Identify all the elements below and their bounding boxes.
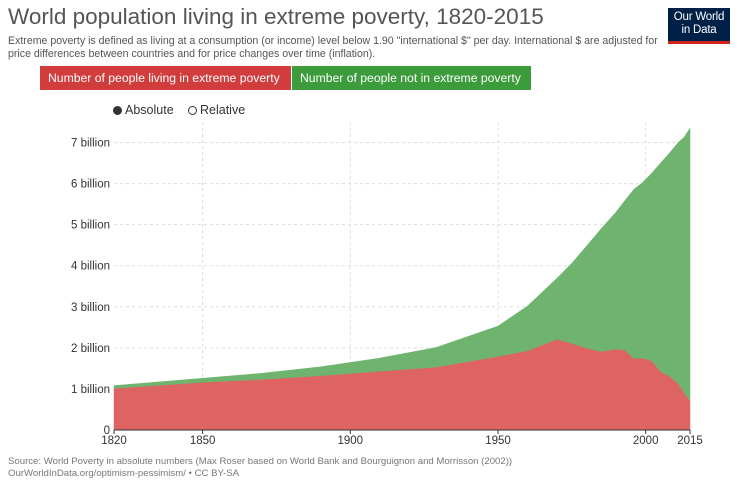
relative-label: Relative bbox=[200, 103, 246, 117]
y-tick-label: 2 billion bbox=[71, 343, 110, 355]
x-tick-label: 1950 bbox=[485, 435, 511, 447]
absolute-label: Absolute bbox=[125, 103, 174, 117]
relative-toggle[interactable]: Relative bbox=[188, 103, 245, 117]
y-tick-label: 6 billion bbox=[71, 179, 110, 191]
logo-line-2: in Data bbox=[681, 24, 717, 36]
y-tick-label: 5 billion bbox=[71, 220, 110, 232]
series-poverty-area[interactable] bbox=[113, 339, 691, 431]
chart-title: World population living in extreme pover… bbox=[8, 4, 544, 29]
owid-logo[interactable]: Our World in Data bbox=[668, 8, 730, 44]
x-tick-label: 2015 bbox=[677, 435, 703, 447]
radio-empty-icon bbox=[188, 105, 197, 115]
x-tick-label: 1900 bbox=[338, 435, 364, 447]
radio-filled-icon bbox=[113, 105, 122, 115]
chart-subtitle: Extreme poverty is defined as living at … bbox=[8, 35, 658, 60]
legend-poverty-button[interactable]: Number of people living in extreme pover… bbox=[40, 66, 291, 90]
axes: 0 1 billion 2 billion 3 billion 4 billion 5 b… bbox=[71, 138, 703, 447]
legend-not-poverty-button[interactable]: Number of people not in extreme poverty bbox=[292, 66, 531, 90]
x-tick-label: 2000 bbox=[633, 435, 659, 447]
y-tick-label: 7 billion bbox=[71, 138, 110, 150]
x-tick-label: 1820 bbox=[101, 435, 127, 447]
area-series bbox=[113, 127, 691, 431]
y-tick-label: 1 billion bbox=[71, 384, 110, 396]
logo-underline bbox=[668, 41, 730, 44]
y-tick-label: 4 billion bbox=[71, 261, 110, 273]
logo-line-1: Our World bbox=[673, 11, 725, 23]
source-line-2: OurWorldInData.org/optimism-pessimism/ •… bbox=[8, 468, 240, 479]
x-tick-label: 1850 bbox=[190, 435, 216, 447]
y-tick-label: 3 billion bbox=[71, 302, 110, 314]
absolute-toggle[interactable]: Absolute bbox=[113, 103, 174, 117]
source-note: Source: World Poverty in absolute number… bbox=[8, 456, 512, 480]
y-tick-label: 0 bbox=[104, 425, 110, 437]
source-line-1: Source: World Poverty in absolute number… bbox=[8, 456, 513, 467]
